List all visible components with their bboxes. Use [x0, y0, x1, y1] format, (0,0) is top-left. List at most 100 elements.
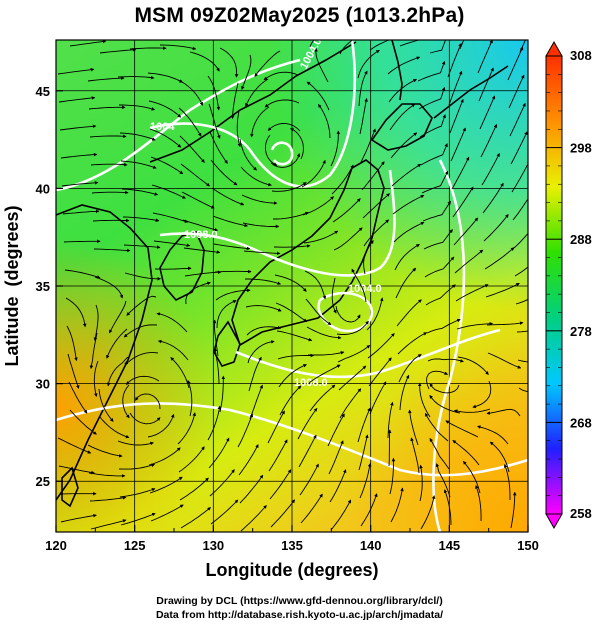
- streamline: [484, 247, 515, 270]
- x-tick-label: 125: [124, 538, 146, 553]
- isobar-east: [432, 159, 466, 532]
- streamline: [452, 186, 474, 218]
- streamline: [245, 305, 282, 312]
- streamline: [270, 499, 295, 528]
- coastlines: [56, 40, 509, 508]
- streamline: [120, 512, 156, 526]
- streamline: [399, 374, 410, 411]
- streamline: [157, 339, 189, 361]
- coastline-asia-north: [149, 41, 357, 163]
- streamline: [215, 288, 251, 301]
- x-tick-label: 130: [202, 538, 224, 553]
- streamline: [93, 304, 99, 342]
- wind-streamlines: [57, 40, 528, 532]
- streamline: [263, 71, 299, 81]
- streamline: [482, 182, 504, 214]
- streamline: [248, 356, 262, 392]
- streamline: [424, 412, 449, 442]
- y-tick-label: 35: [36, 279, 50, 294]
- streamline: [153, 240, 191, 248]
- streamline: [328, 440, 344, 475]
- streamline: [303, 230, 339, 244]
- streamline: [361, 161, 385, 191]
- streamline: [250, 106, 270, 138]
- streamline: [302, 196, 335, 216]
- streamline: [518, 387, 528, 392]
- streamline: [459, 40, 465, 50]
- streamline: [213, 347, 220, 385]
- streamline: [297, 407, 318, 440]
- streamline: [99, 416, 130, 439]
- streamline: [170, 357, 190, 389]
- colorbar-tick-label: 298: [570, 141, 592, 156]
- streamline: [477, 425, 509, 445]
- streamline: [362, 193, 390, 219]
- streamline: [279, 385, 302, 416]
- streamline: [477, 40, 493, 74]
- streamline: [66, 325, 78, 362]
- streamline: [398, 354, 422, 383]
- streamline: [68, 381, 88, 414]
- streamline: [332, 198, 361, 223]
- y-axis-label: Latitude (degrees): [2, 205, 22, 366]
- streamline: [59, 124, 97, 131]
- streamline: [182, 219, 219, 232]
- streamline: [367, 333, 395, 359]
- streamline: [419, 114, 446, 138]
- streamline: [90, 162, 128, 167]
- streamline: [486, 321, 524, 326]
- streamline: [475, 485, 482, 522]
- streamline: [510, 131, 528, 165]
- streamline: [209, 469, 235, 497]
- streamline: [238, 444, 259, 476]
- streamline: [93, 248, 131, 253]
- y-tick-label: 25: [36, 474, 50, 489]
- y-axis: 45 40 35 30 25: [36, 84, 63, 489]
- streamline: [109, 300, 127, 334]
- streamline: [429, 383, 460, 394]
- streamline: [57, 67, 95, 75]
- streamline: [410, 437, 420, 474]
- streamline: [87, 76, 125, 82]
- streamline: [387, 429, 392, 467]
- streamline: [393, 221, 425, 243]
- streamline: [276, 330, 313, 342]
- streamline: [129, 46, 167, 50]
- streamline: [358, 434, 369, 471]
- streamline: [207, 405, 222, 441]
- streamline: [239, 474, 264, 504]
- streamline: [241, 194, 278, 205]
- colorbar-tick-label: 278: [570, 324, 592, 339]
- coastline-hokkaido: [370, 103, 433, 151]
- streamline: [290, 128, 304, 160]
- streamline: [89, 134, 127, 139]
- streamline: [236, 110, 242, 148]
- streamline: [485, 282, 520, 298]
- streamline: [265, 134, 278, 166]
- streamline: [58, 465, 95, 475]
- streamline: [148, 447, 181, 466]
- streamline: [216, 300, 237, 329]
- streamline: [89, 496, 127, 502]
- streamline: [351, 268, 367, 303]
- streamline: [209, 131, 228, 164]
- streamline: [457, 356, 489, 375]
- x-tick-label: 150: [517, 538, 539, 553]
- streamline: [213, 243, 251, 251]
- plot-area: 1004.0 1004 1008.0 1004.0 1008.0: [56, 40, 528, 532]
- streamline: [87, 444, 123, 458]
- streamline: [445, 420, 479, 438]
- streamline: [478, 67, 494, 102]
- x-axis-label: Longitude (degrees): [205, 560, 378, 580]
- streamline: [336, 320, 369, 335]
- isobar-label: 1004: [150, 121, 175, 133]
- x-tick-label: 135: [281, 538, 303, 553]
- streamline: [479, 95, 496, 130]
- isobar-label: 1004.0: [348, 283, 382, 295]
- streamline: [64, 269, 101, 279]
- streamline: [418, 86, 446, 110]
- streamline: [305, 298, 332, 326]
- streamline: [149, 128, 182, 148]
- streamline: [333, 227, 363, 251]
- streamline: [92, 218, 130, 223]
